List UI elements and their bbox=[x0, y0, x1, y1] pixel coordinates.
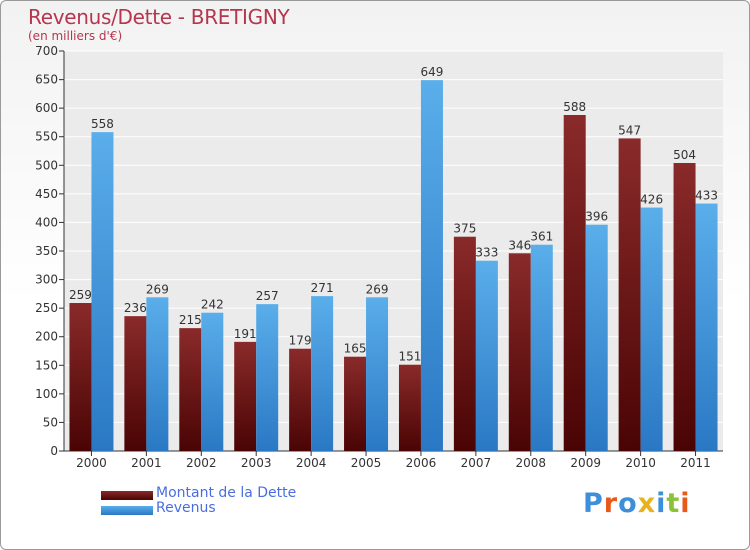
data-label-dette: 236 bbox=[124, 301, 147, 315]
bar-revenus bbox=[420, 80, 443, 452]
bar-revenus bbox=[695, 203, 718, 451]
data-label-revenus: 269 bbox=[366, 282, 389, 296]
data-label-dette: 504 bbox=[673, 148, 696, 162]
data-label-revenus: 426 bbox=[640, 193, 663, 207]
legend-label-dette: Montant de la Dette bbox=[156, 485, 297, 501]
y-tick-label: 600 bbox=[35, 101, 58, 115]
data-label-revenus: 269 bbox=[146, 282, 169, 296]
x-tick-label: 2011 bbox=[680, 456, 711, 470]
data-label-dette: 346 bbox=[508, 238, 531, 252]
bar-dette bbox=[563, 115, 586, 451]
x-tick-label: 2006 bbox=[406, 456, 437, 470]
x-tick-label: 2001 bbox=[131, 456, 162, 470]
logo-letter: x bbox=[637, 488, 657, 519]
data-label-dette: 547 bbox=[618, 123, 641, 137]
legend-swatch-dette bbox=[101, 491, 153, 500]
bar-revenus bbox=[256, 304, 279, 451]
data-label-dette: 259 bbox=[69, 288, 92, 302]
x-tick-label: 2003 bbox=[241, 456, 272, 470]
bar-revenus bbox=[311, 296, 334, 451]
data-label-dette: 588 bbox=[563, 100, 586, 114]
y-tick-label: 550 bbox=[35, 130, 58, 144]
y-tick-label: 200 bbox=[35, 330, 58, 344]
y-tick-label: 400 bbox=[35, 215, 58, 229]
bar-dette bbox=[618, 138, 641, 451]
logo-letter: t bbox=[666, 488, 681, 519]
data-label-revenus: 433 bbox=[695, 189, 718, 203]
logo-letter: i bbox=[656, 488, 667, 519]
data-label-revenus: 333 bbox=[475, 246, 498, 260]
x-tick-label: 2000 bbox=[76, 456, 107, 470]
data-label-revenus: 361 bbox=[530, 230, 553, 244]
y-tick-label: 350 bbox=[35, 244, 58, 258]
data-label-revenus: 271 bbox=[311, 281, 334, 295]
bar-dette bbox=[508, 253, 531, 451]
bar-dette bbox=[234, 341, 257, 451]
y-tick-label: 500 bbox=[35, 158, 58, 172]
bar-revenus bbox=[530, 244, 553, 451]
bar-revenus bbox=[201, 312, 224, 451]
x-tick-label: 2008 bbox=[516, 456, 547, 470]
y-tick-label: 450 bbox=[35, 187, 58, 201]
y-tick-label: 100 bbox=[35, 387, 58, 401]
bar-dette bbox=[69, 303, 92, 451]
data-label-revenus: 649 bbox=[421, 65, 444, 79]
legend-swatch-revenus bbox=[101, 506, 153, 515]
legend-label-revenus: Revenus bbox=[156, 500, 216, 516]
chart-title: Revenus/Dette - BRETIGNY bbox=[28, 5, 290, 29]
x-tick-label: 2004 bbox=[296, 456, 327, 470]
data-label-dette: 179 bbox=[289, 334, 312, 348]
logo-letter: r bbox=[603, 488, 619, 519]
bar-revenus bbox=[146, 297, 169, 451]
y-tick-label: 0 bbox=[50, 444, 58, 458]
y-tick-label: 700 bbox=[35, 44, 58, 58]
x-tick-label: 2010 bbox=[625, 456, 656, 470]
y-tick-label: 150 bbox=[35, 358, 58, 372]
data-label-dette: 165 bbox=[344, 342, 367, 356]
logo-letter: o bbox=[618, 488, 638, 519]
data-label-dette: 375 bbox=[453, 222, 476, 236]
y-tick-label: 650 bbox=[35, 73, 58, 87]
bar-dette bbox=[289, 348, 312, 451]
data-label-dette: 151 bbox=[399, 350, 422, 364]
x-tick-label: 2002 bbox=[186, 456, 217, 470]
y-tick-label: 250 bbox=[35, 301, 58, 315]
bar-dette bbox=[179, 328, 202, 451]
bar-dette bbox=[673, 163, 696, 451]
bar-revenus bbox=[366, 297, 389, 451]
bar-revenus bbox=[585, 224, 608, 451]
data-label-revenus: 396 bbox=[585, 210, 608, 224]
y-tick-label: 300 bbox=[35, 273, 58, 287]
x-tick-label: 2007 bbox=[461, 456, 492, 470]
x-tick-label: 2005 bbox=[351, 456, 382, 470]
bar-dette bbox=[398, 364, 421, 451]
bar-revenus bbox=[475, 260, 498, 451]
logo-letter: i bbox=[680, 488, 691, 519]
x-tick-label: 2009 bbox=[570, 456, 601, 470]
bar-dette bbox=[453, 236, 476, 451]
data-label-revenus: 558 bbox=[91, 117, 114, 131]
bar-dette bbox=[124, 316, 147, 451]
data-label-dette: 215 bbox=[179, 313, 202, 327]
data-label-revenus: 257 bbox=[256, 289, 279, 303]
proxiti-logo: Proxiti bbox=[583, 488, 691, 519]
logo-letter: P bbox=[583, 488, 604, 519]
bar-revenus bbox=[640, 207, 663, 451]
bar-revenus bbox=[91, 132, 114, 451]
chart-subtitle: (en milliers d'€) bbox=[28, 29, 123, 43]
data-label-dette: 191 bbox=[234, 327, 257, 341]
bar-dette bbox=[344, 356, 367, 451]
y-tick-label: 50 bbox=[43, 415, 58, 429]
data-label-revenus: 242 bbox=[201, 298, 224, 312]
